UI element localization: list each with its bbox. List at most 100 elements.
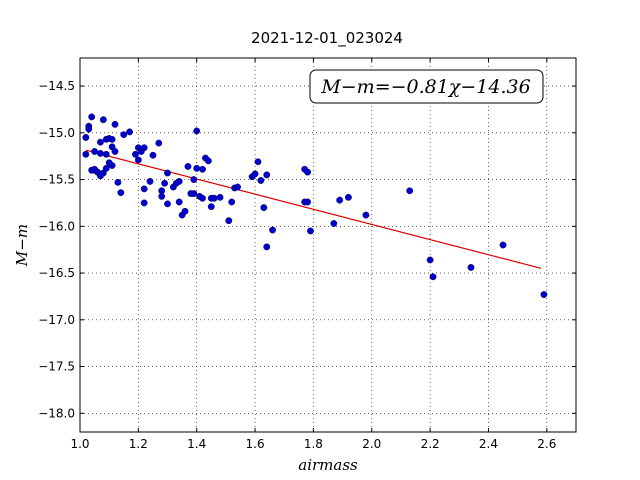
data-point [132, 150, 139, 158]
data-point [429, 273, 437, 281]
x-tick-label: 1.4 [187, 437, 206, 451]
y-tick-labels: −14.5 −15.0 −15.5 −16.0 −16.5 −17.0 −17.5 −18.0 [38, 79, 75, 420]
x-tick-labels: 1.0 1.2 1.4 1.6 1.8 2.0 2.2 2.4 2.6 [70, 437, 556, 451]
data-point [260, 204, 268, 212]
data-point [108, 135, 116, 143]
data-point [228, 198, 236, 206]
data-point [146, 178, 154, 185]
plot-background [80, 58, 576, 432]
y-tick-label: −17.0 [38, 313, 75, 327]
data-point [345, 193, 352, 201]
data-point [307, 227, 314, 235]
data-point [499, 241, 507, 249]
x-tick-label: 2.6 [537, 437, 556, 451]
plot-area [79, 57, 577, 433]
equation-box-frame [309, 69, 544, 104]
data-point [108, 162, 116, 169]
data-point [117, 189, 125, 197]
y-tick-label: −15.5 [38, 173, 75, 187]
data-point [140, 199, 148, 207]
data-point [199, 194, 206, 202]
data-point [304, 168, 311, 176]
data-point [540, 291, 548, 298]
data-point [406, 187, 414, 195]
data-point [126, 128, 134, 136]
data-point [88, 166, 96, 174]
y-tick-label: −14.5 [38, 79, 75, 93]
data-point [140, 144, 148, 152]
data-point [193, 127, 201, 135]
data-point [190, 176, 198, 183]
data-point [102, 150, 110, 158]
y-tick-label: −17.5 [38, 360, 75, 374]
data-point [467, 264, 475, 271]
data-point [102, 135, 110, 143]
data-point [82, 150, 90, 158]
data-point [161, 179, 169, 187]
data-point [164, 200, 171, 208]
y-tick-label: −16.0 [38, 219, 75, 233]
data-point [193, 164, 201, 172]
data-point [82, 134, 90, 141]
x-tick-label: 1.2 [129, 437, 148, 451]
data-point [88, 113, 96, 121]
data-point [149, 151, 157, 159]
data-point [99, 116, 107, 124]
data-point [263, 243, 271, 251]
data-point [199, 165, 206, 173]
x-tick-label: 1.0 [70, 437, 89, 451]
data-point [91, 148, 98, 155]
scatter-points [82, 113, 548, 298]
data-point [301, 198, 309, 206]
fit-line [85, 149, 542, 269]
data-point [190, 190, 198, 197]
data-point [175, 198, 183, 206]
data-point [234, 183, 241, 191]
data-point [114, 178, 122, 186]
data-point [184, 163, 192, 170]
data-point [257, 177, 265, 184]
data-point [254, 158, 262, 166]
data-point [269, 226, 276, 234]
data-point [85, 125, 93, 133]
axis-ticks [79, 58, 576, 432]
data-point [251, 170, 259, 178]
data-point [108, 143, 116, 151]
x-tick-label: 2.0 [362, 437, 381, 451]
x-axis-label: airmass [298, 456, 358, 474]
y-tick-label: −16.5 [38, 266, 75, 280]
fit-equation-text: M−m=−0.81χ−14.36 [320, 76, 530, 98]
data-point [158, 192, 166, 200]
data-point [362, 211, 370, 219]
data-point [97, 138, 104, 146]
data-point [140, 185, 148, 193]
data-point [164, 169, 171, 177]
data-point [134, 156, 142, 164]
data-point [97, 149, 104, 157]
x-tick-label: 2.2 [421, 437, 440, 451]
data-point [102, 164, 110, 172]
x-tick-label: 2.4 [479, 437, 498, 451]
plot-frame [79, 57, 577, 433]
data-point [330, 220, 338, 227]
chart-title: 2021-12-01_023024 [251, 29, 403, 48]
data-point [225, 217, 233, 225]
data-point [134, 144, 142, 152]
data-point [216, 193, 224, 201]
data-point [426, 256, 434, 264]
x-tick-label: 1.8 [304, 437, 323, 451]
y-tick-label: −15.0 [38, 126, 75, 140]
data-point [204, 157, 212, 165]
data-point [175, 178, 183, 185]
data-point [207, 203, 215, 211]
data-point [97, 172, 104, 180]
data-point [336, 196, 344, 204]
y-tick-label: −18.0 [38, 406, 75, 420]
data-point [263, 171, 271, 179]
data-point [181, 207, 189, 215]
x-tick-label: 1.6 [246, 437, 265, 451]
y-axis-label: M−m [13, 224, 31, 267]
fit-equation-box: M−m=−0.81χ−14.36 [309, 69, 544, 104]
fit-line-layer [85, 149, 542, 269]
